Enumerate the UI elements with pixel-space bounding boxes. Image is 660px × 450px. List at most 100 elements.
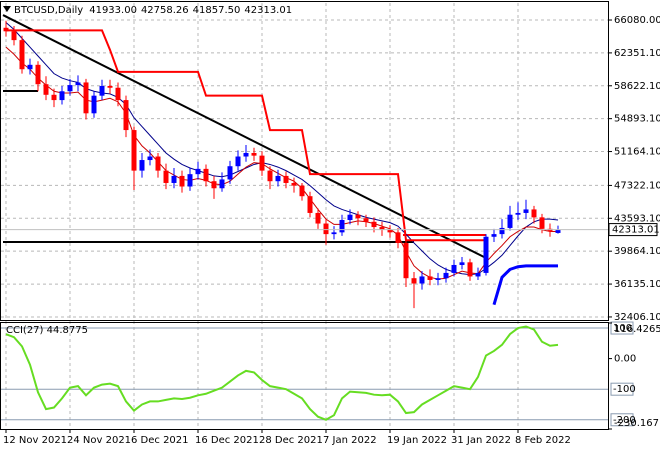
y-tick-label: 0.00: [614, 354, 636, 365]
plot-layer: 12 Nov 2021 24 Nov 2021 6 Dec 2021 16 Dec 2…: [1, 3, 660, 446]
candle-body: [91, 95, 97, 114]
candle-body: [371, 221, 377, 228]
candle-body: [299, 185, 305, 197]
header-low: 41857.50: [193, 5, 241, 16]
candle-body: [283, 175, 289, 183]
indicator-line: [5, 46, 558, 280]
candle-body: [51, 94, 57, 101]
x-tick-label: 19 Jan 2022: [387, 435, 447, 446]
x-tick-label: 8 Feb 2022: [515, 435, 571, 446]
candle-body: [195, 168, 201, 175]
candle-body: [11, 31, 17, 41]
candle-body: [171, 175, 177, 183]
candle-body: [491, 234, 497, 237]
candle-body: [355, 214, 361, 219]
candle-body: [379, 227, 385, 230]
candle-body: [67, 85, 73, 92]
y-tick-label: 116.4265: [614, 324, 660, 335]
x-tick-label: 24 Nov 2021: [67, 435, 131, 446]
y-tick-label: 66080.00: [614, 15, 660, 26]
header-close: 42313.01: [244, 5, 292, 16]
chart-header: BTCUSD,Daily 41933.00 42758.26 41857.50 4231…: [14, 5, 292, 16]
candle-body: [515, 212, 521, 215]
candle-body: [539, 217, 545, 229]
candle-body: [267, 170, 273, 182]
candle-body: [291, 182, 297, 186]
x-tick-label: 12 Nov 2021: [3, 435, 67, 446]
candle-body: [427, 276, 433, 280]
candle-body: [219, 179, 225, 189]
candle-body: [259, 155, 265, 171]
trend-line: [2, 14, 487, 259]
level-label: 100: [613, 323, 632, 334]
candle-body: [123, 100, 129, 131]
candle-body: [275, 175, 281, 182]
x-tick-label: 16 Dec 2021: [195, 435, 259, 446]
candle-body: [443, 272, 449, 279]
candle-body: [507, 214, 513, 228]
candle-body: [115, 87, 121, 101]
candle-body: [475, 272, 481, 277]
candle-body: [435, 278, 441, 280]
y-tick-label: 51164.10: [614, 147, 660, 158]
candle-body: [179, 175, 185, 187]
x-tick-label: 6 Dec 2021: [131, 435, 189, 446]
cci-title: CCI(27) 44.8775: [6, 325, 88, 336]
y-tick-label: 47322.10: [614, 180, 660, 191]
candle-body: [323, 223, 329, 235]
candle-body: [19, 40, 25, 70]
candle-body: [59, 91, 65, 101]
candle-body: [83, 82, 89, 114]
candle-body: [3, 27, 9, 32]
candle-body: [331, 232, 337, 235]
indicator-line: [492, 264, 558, 306]
level-label-box: [610, 413, 634, 427]
chart-title: BTCUSD,Daily: [14, 5, 83, 16]
y-tick-label: 54893.10: [614, 114, 660, 125]
last-price-label: 42313.01: [612, 225, 660, 236]
candle-body: [363, 218, 369, 222]
candle-body: [499, 227, 505, 235]
symbol-icon: [3, 6, 11, 12]
candle-body: [227, 166, 233, 180]
candle-body: [315, 212, 321, 224]
candle-body: [451, 264, 457, 273]
candle-body: [483, 236, 489, 273]
candle-body: [307, 196, 313, 213]
x-tick-label: 7 Jan 2022: [323, 435, 377, 446]
y-tick-label: 32406.10: [614, 312, 660, 323]
level-label-box: [610, 382, 634, 396]
candle-body: [75, 82, 81, 86]
candle-body: [387, 229, 393, 233]
candle-body: [235, 156, 241, 167]
candle-body: [459, 262, 465, 265]
candle-body: [211, 181, 217, 189]
candle-body: [27, 64, 33, 70]
candle-body: [43, 84, 49, 95]
candle-body: [531, 209, 537, 218]
candle-body: [131, 130, 137, 171]
y-tick-label: 36135.10: [614, 279, 660, 290]
candle-body: [339, 220, 345, 233]
cci-line: [5, 325, 559, 421]
header-high: 42758.26: [141, 5, 189, 16]
candle-body: [203, 168, 209, 182]
y-tick-label: -230.1671: [614, 418, 660, 429]
candle-body: [155, 156, 161, 171]
candle-body: [347, 214, 353, 221]
candle-body: [107, 85, 113, 88]
level-label-box: [610, 321, 634, 335]
candle-body: [147, 156, 153, 161]
candle-body: [403, 242, 409, 279]
x-tick-label: 31 Jan 2022: [451, 435, 511, 446]
candle-body: [163, 170, 169, 183]
candle-body: [547, 228, 553, 232]
x-tick-label: 28 Dec 2021: [259, 435, 323, 446]
candle-body: [139, 160, 145, 171]
level-label: -200: [613, 415, 636, 426]
y-tick-label: 62351.10: [614, 48, 660, 59]
y-tick-label: 39864.10: [614, 246, 660, 257]
